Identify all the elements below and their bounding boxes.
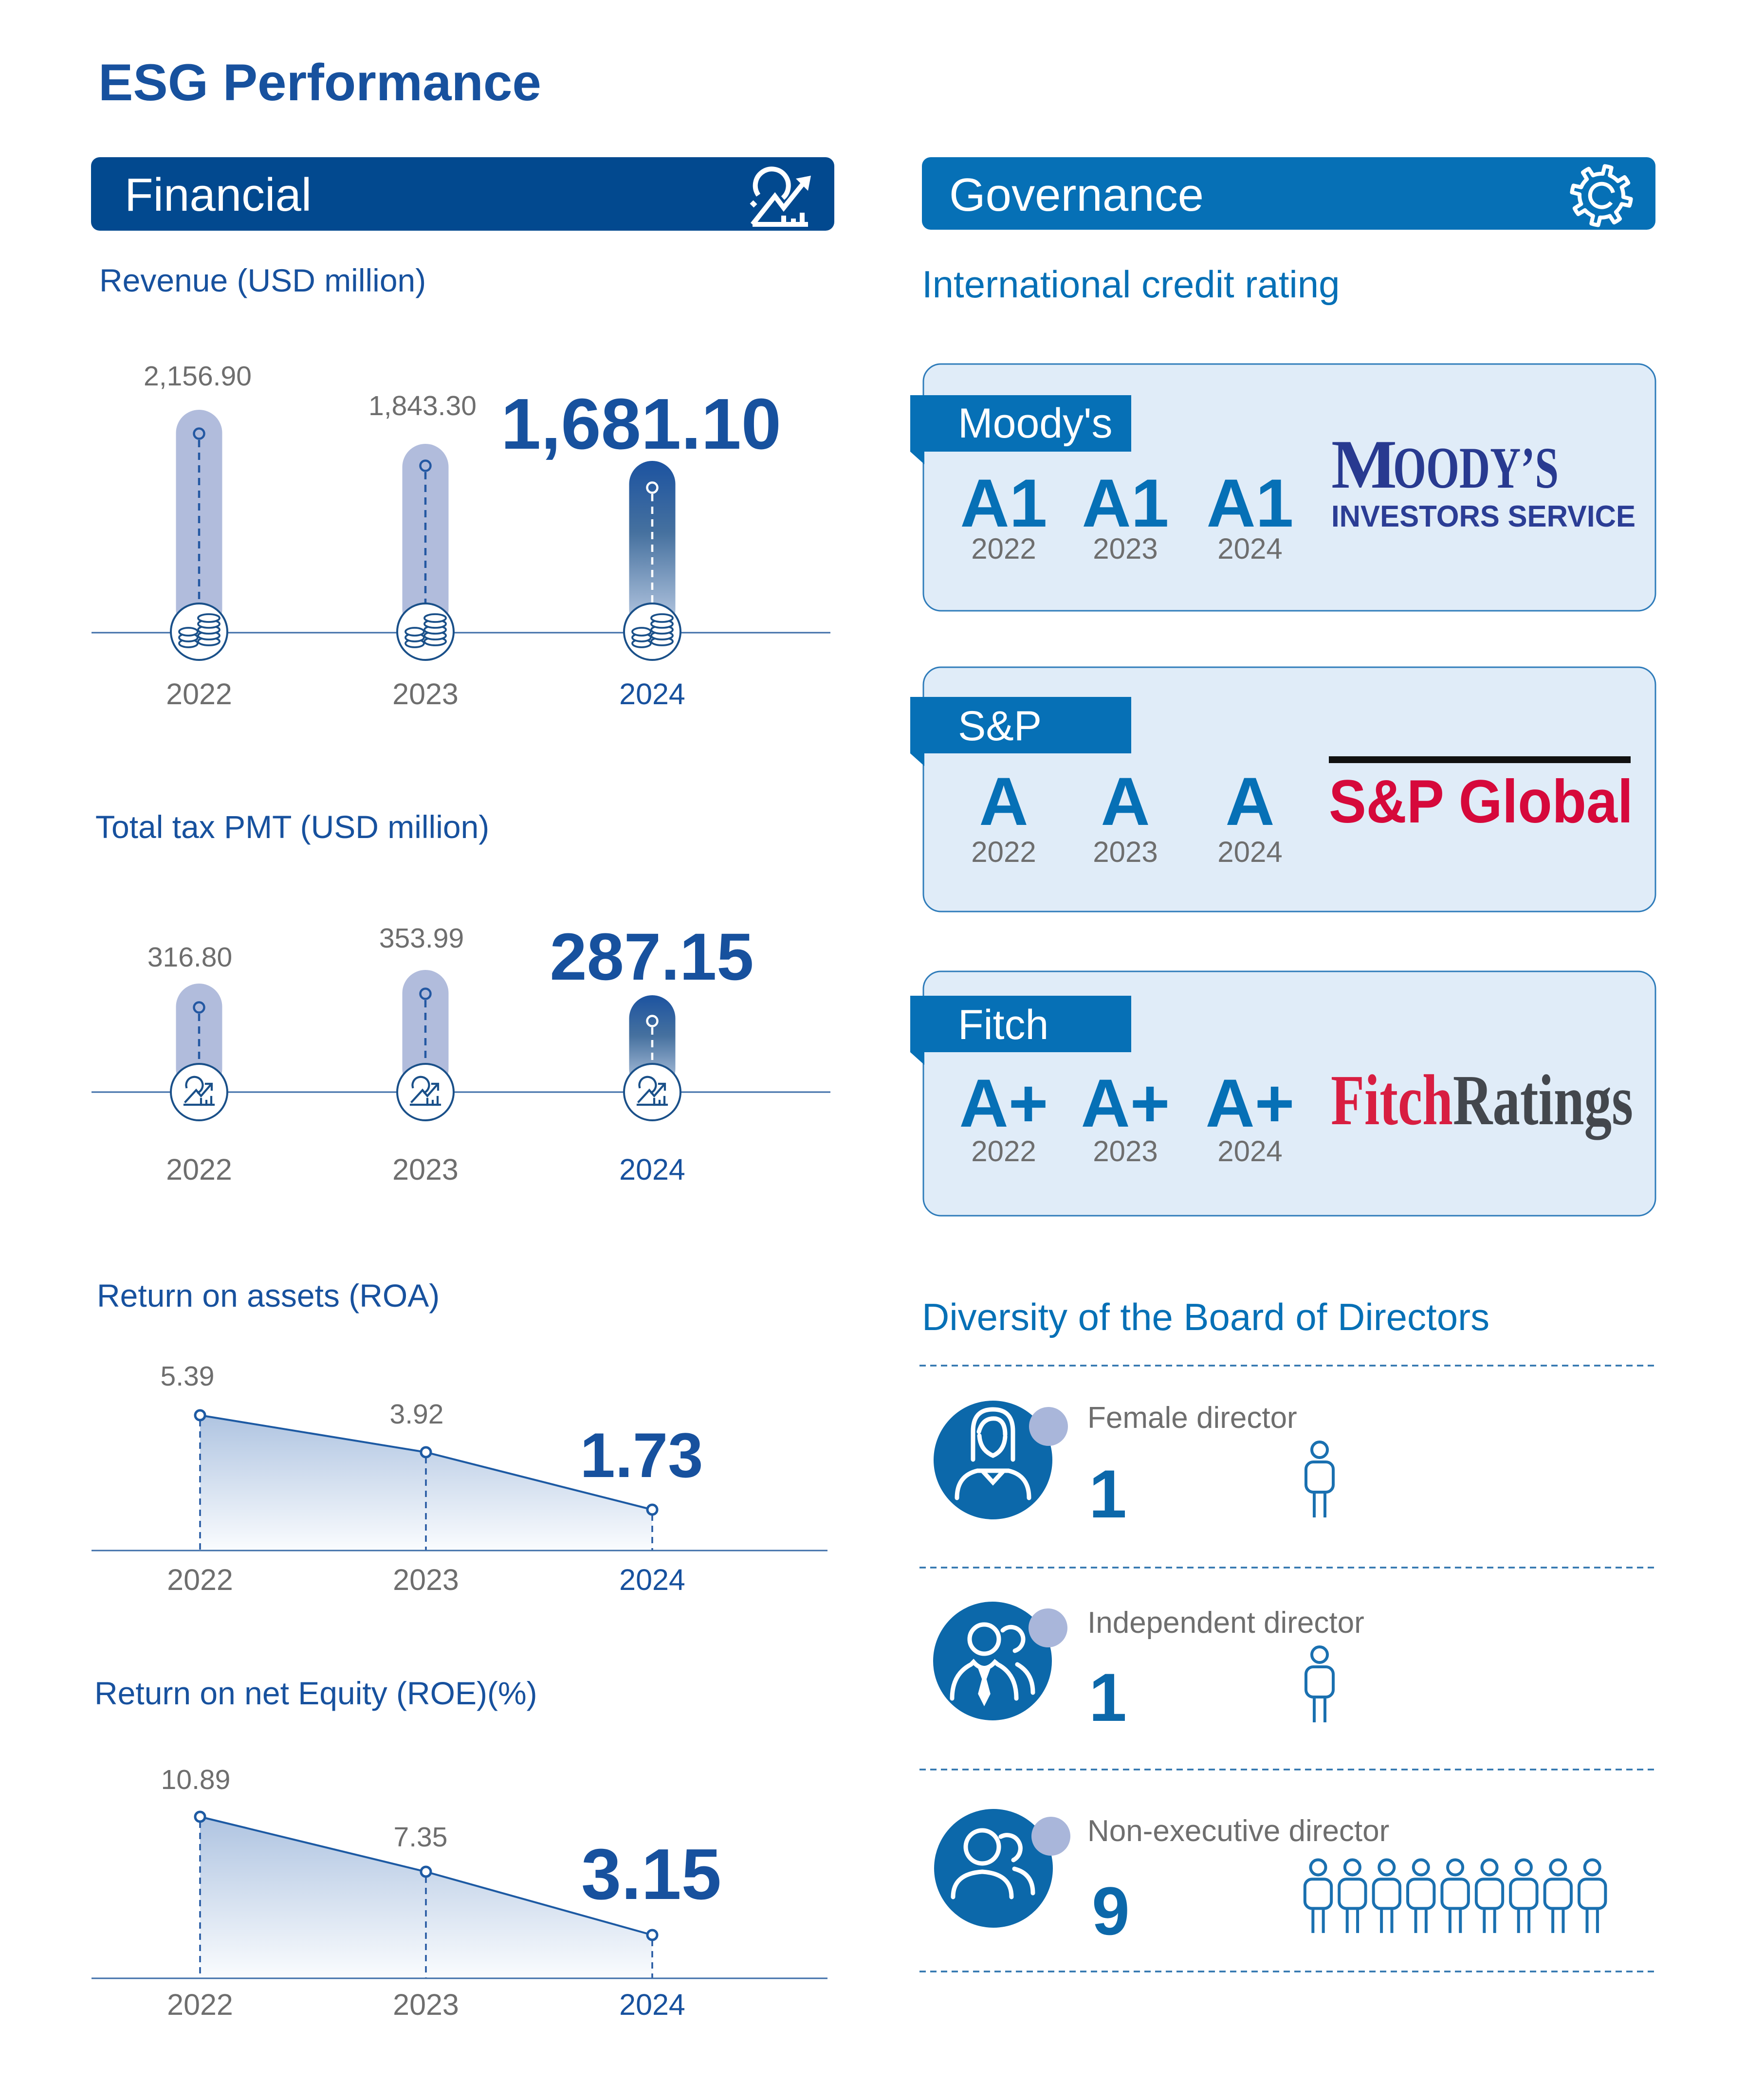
svg-text:2023: 2023 [393,1988,459,2021]
svg-text:2023: 2023 [392,677,459,711]
svg-text:287.15: 287.15 [550,920,753,994]
svg-text:1,681.10: 1,681.10 [501,384,781,464]
svg-text:Return on net Equity (ROE)(%): Return on net Equity (ROE)(%) [94,1675,537,1711]
svg-text:1: 1 [1089,1659,1127,1735]
svg-text:353.99: 353.99 [379,923,464,954]
svg-text:2024: 2024 [619,1153,685,1186]
svg-text:2024: 2024 [619,677,685,711]
svg-text:2024: 2024 [619,1563,685,1596]
svg-text:A: A [1225,763,1274,840]
svg-text:Total tax PMT (USD million): Total tax PMT (USD million) [95,809,489,845]
svg-text:316.80: 316.80 [147,942,232,973]
svg-text:A+: A+ [1206,1065,1295,1141]
svg-text:Financial: Financial [125,169,312,221]
svg-text:2023: 2023 [1093,532,1158,565]
svg-text:2022: 2022 [166,677,232,711]
svg-text:2022: 2022 [971,836,1036,868]
svg-text:Revenue (USD million): Revenue (USD million) [99,262,426,298]
svg-text:Moody's: Moody's [958,400,1113,447]
svg-text:5.39: 5.39 [161,1361,215,1392]
svg-text:A1: A1 [1082,465,1169,541]
svg-text:Non-executive director: Non-executive director [1087,1814,1389,1848]
svg-text:2022: 2022 [166,1153,232,1186]
svg-text:2024: 2024 [1217,1135,1282,1168]
svg-text:2,156.90: 2,156.90 [144,361,252,392]
svg-text:S&P Global: S&P Global [1329,768,1633,836]
svg-text:OODY’S: OODY’S [1393,436,1559,501]
svg-text:3.92: 3.92 [390,1399,444,1430]
svg-text:A1: A1 [960,465,1047,541]
svg-text:INVESTORS SERVICE: INVESTORS SERVICE [1331,500,1635,533]
svg-text:2022: 2022 [971,532,1036,565]
svg-text:2023: 2023 [1093,836,1158,868]
svg-text:A: A [979,763,1028,840]
svg-text:7.35: 7.35 [394,1822,448,1853]
svg-text:1.73: 1.73 [580,1420,703,1491]
svg-text:2022: 2022 [167,1563,233,1596]
svg-text:2023: 2023 [393,1563,459,1596]
svg-text:International credit rating: International credit rating [922,263,1340,306]
svg-text:S&P: S&P [958,703,1042,749]
svg-text:1: 1 [1089,1456,1127,1532]
svg-text:A: A [1101,763,1150,840]
svg-text:9: 9 [1092,1873,1130,1949]
svg-text:A+: A+ [1081,1065,1170,1141]
svg-text:2022: 2022 [167,1988,233,2021]
svg-text:A+: A+ [959,1065,1048,1141]
svg-text:M: M [1331,426,1397,503]
svg-text:A1: A1 [1207,465,1294,541]
svg-text:2024: 2024 [619,1988,685,2021]
svg-text:2023: 2023 [1093,1135,1158,1168]
svg-text:10.89: 10.89 [161,1764,231,1795]
svg-text:2024: 2024 [1217,836,1282,868]
svg-text:Fitch: Fitch [958,1002,1048,1048]
svg-text:ESG Performance: ESG Performance [98,53,541,111]
svg-text:2022: 2022 [971,1135,1036,1168]
svg-text:Return on assets (ROA): Return on assets (ROA) [97,1278,440,1314]
svg-text:FitchRatings: FitchRatings [1331,1060,1633,1140]
svg-text:Independent director: Independent director [1087,1606,1364,1640]
svg-text:Diversity of the Board of Dire: Diversity of the Board of Directors [922,1296,1489,1338]
svg-text:3.15: 3.15 [581,1834,721,1915]
svg-text:2024: 2024 [1217,532,1282,565]
svg-text:Governance: Governance [949,169,1204,221]
svg-text:2023: 2023 [392,1153,459,1186]
svg-text:Female director: Female director [1087,1401,1297,1435]
svg-text:1,843.30: 1,843.30 [368,390,477,421]
